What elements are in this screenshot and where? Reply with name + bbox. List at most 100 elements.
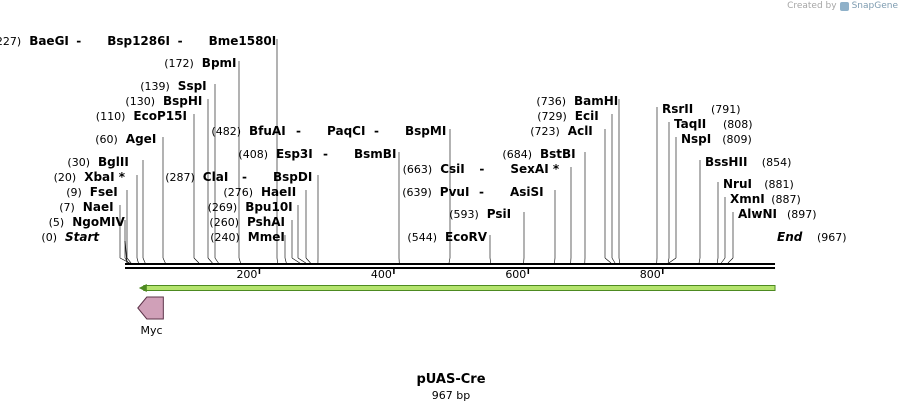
site-leader-tail bbox=[618, 257, 621, 264]
site-leader-tail bbox=[276, 257, 278, 264]
site-position: (482) bbox=[211, 125, 241, 138]
start-position: (0) bbox=[41, 231, 57, 244]
site-leader-tail bbox=[448, 257, 451, 264]
ruler-tick-label: 800 bbox=[640, 268, 661, 281]
site-name: FseI bbox=[90, 185, 118, 199]
myc-feature-arrow bbox=[137, 296, 164, 320]
watermark-brand: SnapGene bbox=[851, 1, 898, 11]
site-position: (808) bbox=[723, 118, 753, 131]
site-name: RsrII bbox=[662, 102, 693, 116]
site-name: PaqCI bbox=[327, 124, 365, 138]
site-leader-tail bbox=[214, 257, 219, 264]
site-name: NspI bbox=[681, 132, 711, 146]
plasmid-name: pUAS-Cre bbox=[416, 372, 486, 387]
ruler-tick-label: 400 bbox=[371, 268, 392, 281]
site-position: (854) bbox=[762, 156, 792, 169]
site-name-separator: - bbox=[76, 34, 81, 48]
site-leader-tail bbox=[489, 257, 491, 264]
site-position: (287) bbox=[165, 171, 195, 184]
site-name: Esp3I bbox=[276, 147, 313, 161]
site-name-separator: - bbox=[242, 170, 247, 184]
site-position: (7) bbox=[59, 201, 75, 214]
orf-arrow-head-icon bbox=[138, 284, 147, 292]
site-name: ClaI bbox=[203, 170, 228, 184]
site-position: (60) bbox=[95, 133, 118, 146]
site-position: (269) bbox=[208, 201, 238, 214]
site-name: CsiI bbox=[440, 162, 465, 176]
site-leader-tail bbox=[727, 257, 734, 264]
site-name: BssHII bbox=[705, 155, 747, 169]
site-leader-tail bbox=[716, 257, 719, 264]
site-name: HaeII bbox=[261, 185, 296, 199]
site-position: (639) bbox=[402, 186, 432, 199]
site-name: BspMI bbox=[405, 124, 446, 138]
site-position: (172) bbox=[164, 57, 194, 70]
site-name-separator: - bbox=[374, 124, 379, 138]
site-position: (684) bbox=[502, 148, 532, 161]
site-position: (663) bbox=[403, 163, 433, 176]
site-name: AgeI bbox=[126, 132, 156, 146]
site-name: SexAI * bbox=[510, 162, 559, 176]
site-position: (227) bbox=[0, 35, 21, 48]
watermark-prefix: Created by bbox=[787, 1, 837, 11]
site-leader-tail bbox=[142, 257, 146, 264]
end-label: End bbox=[777, 230, 803, 244]
site-leader-tail bbox=[305, 257, 311, 264]
end-position: (967) bbox=[817, 231, 847, 244]
site-name: Bpu10I bbox=[245, 200, 292, 214]
site-name: NgoMIV bbox=[72, 215, 125, 229]
site-name: EciI bbox=[575, 109, 599, 123]
site-leader-tail bbox=[126, 257, 132, 264]
site-position: (130) bbox=[125, 95, 155, 108]
site-leader-tail bbox=[162, 257, 166, 264]
site-leader-tail bbox=[611, 257, 616, 264]
site-leader-tail bbox=[291, 257, 300, 264]
myc-feature-label: Myc bbox=[141, 324, 163, 337]
site-name: XbaI * bbox=[84, 170, 126, 184]
site-name-separator: - bbox=[479, 185, 484, 199]
site-name: AsiSI bbox=[510, 185, 544, 199]
site-position: (276) bbox=[223, 186, 253, 199]
site-leader-tail bbox=[238, 257, 241, 264]
site-name: BamHI bbox=[574, 94, 618, 108]
site-name: BstBI bbox=[540, 147, 576, 161]
plasmid-length: 967 bp bbox=[431, 389, 471, 402]
site-position: (809) bbox=[722, 133, 752, 146]
ruler-tick-label: 600 bbox=[505, 268, 526, 281]
site-position: (20) bbox=[54, 171, 77, 184]
snapgene-watermark: Created by SnapGene bbox=[787, 1, 898, 11]
site-name: BspHI bbox=[163, 94, 202, 108]
site-position: (9) bbox=[66, 186, 82, 199]
start-leader-line bbox=[124, 240, 128, 264]
site-position: (139) bbox=[140, 80, 170, 93]
site-leader-tail bbox=[698, 257, 701, 264]
site-name: PshAI bbox=[247, 215, 285, 229]
site-leader-tail bbox=[119, 257, 130, 264]
site-position: (736) bbox=[536, 95, 566, 108]
site-name: Bsp1286I bbox=[107, 34, 170, 48]
site-name: BpmI bbox=[202, 56, 237, 70]
site-name: AclI bbox=[568, 124, 593, 138]
site-name-separator: - bbox=[479, 162, 484, 176]
site-position: (729) bbox=[537, 110, 567, 123]
site-name: PvuI bbox=[440, 185, 470, 199]
ruler-tick-label: 200 bbox=[236, 268, 257, 281]
site-leader-tail bbox=[297, 257, 306, 264]
site-leader-tail bbox=[721, 257, 726, 264]
site-name-separator: - bbox=[178, 34, 183, 48]
site-position: (544) bbox=[407, 231, 437, 244]
snapgene-logo-icon bbox=[839, 1, 849, 11]
site-name: EcoP15I bbox=[133, 109, 187, 123]
site-name: EcoRV bbox=[445, 230, 488, 244]
site-name: BspDI bbox=[273, 170, 312, 184]
site-name: TaqII bbox=[674, 117, 706, 131]
site-position: (881) bbox=[764, 178, 794, 191]
site-position: (260) bbox=[209, 216, 239, 229]
site-leader-tail bbox=[604, 257, 612, 264]
site-leader-tail bbox=[136, 257, 139, 264]
site-name: BsmBI bbox=[354, 147, 396, 161]
site-position: (240) bbox=[210, 231, 240, 244]
site-leader-tail bbox=[207, 257, 213, 264]
site-leader-tail bbox=[193, 257, 200, 264]
